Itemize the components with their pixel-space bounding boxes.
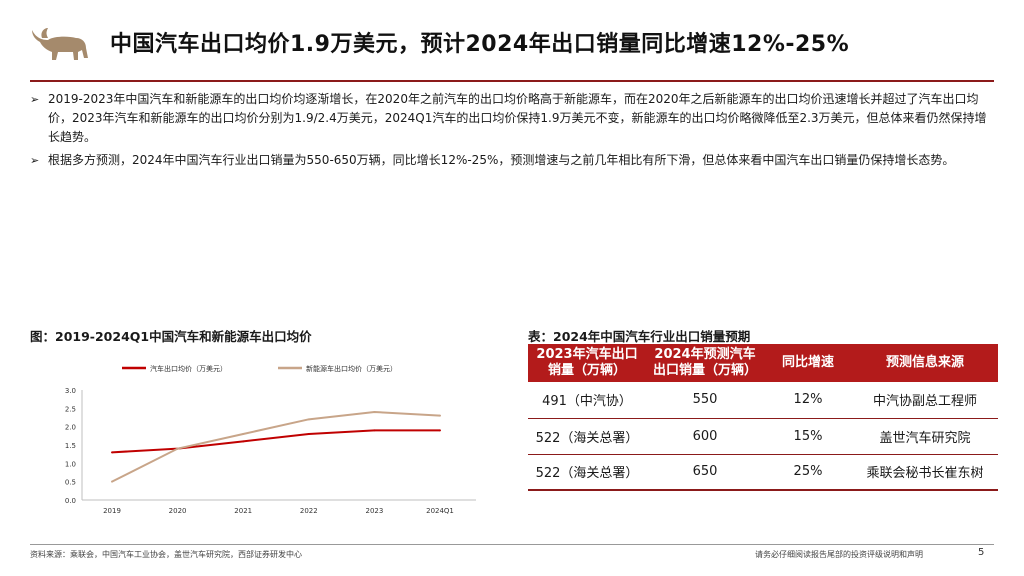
data-point	[242, 440, 245, 443]
table-header-cell: 2023年汽车出口销量（万辆）	[528, 344, 646, 382]
table-header-row: 2023年汽车出口销量（万辆） 2024年预测汽车出口销量（万辆） 同比增速 预…	[528, 344, 998, 382]
table-cell: 25%	[764, 454, 852, 491]
series-line	[111, 429, 440, 454]
table-cell: 522（海关总署）	[528, 454, 646, 491]
export-forecast-table: 2023年汽车出口销量（万辆） 2024年预测汽车出口销量（万辆） 同比增速 预…	[528, 344, 998, 491]
y-tick-label: 0.0	[65, 497, 76, 505]
footer-divider	[30, 544, 994, 545]
title-divider	[30, 80, 994, 82]
table-row: 491（中汽协） 550 12% 中汽协副总工程师	[528, 382, 998, 419]
data-point	[439, 414, 441, 417]
legend-label: 新能源车出口均价（万美元）	[306, 364, 397, 373]
table-caption: 表：2024年中国汽车行业出口销量预期	[528, 329, 751, 344]
page-number: 5	[978, 547, 985, 558]
data-point	[373, 411, 376, 413]
table-cell: 盖世汽车研究院	[852, 418, 998, 455]
page-title: 中国汽车出口均价1.9万美元，预计2024年出口销量同比增速12%-25%	[110, 32, 850, 57]
x-tick-label: 2020	[169, 507, 187, 515]
table-cell: 550	[646, 382, 764, 419]
legend-label: 汽车出口均价（万美元）	[150, 364, 227, 373]
bull-logo-icon	[32, 28, 88, 60]
data-point	[176, 447, 179, 450]
data-point	[242, 433, 245, 435]
data-point	[307, 418, 310, 421]
data-point	[373, 429, 376, 432]
series-line	[111, 410, 441, 483]
data-point	[307, 433, 310, 435]
y-tick-label: 1.0	[65, 460, 76, 468]
x-tick-label: 2021	[234, 507, 252, 515]
y-tick-label: 1.5	[65, 442, 76, 450]
bullet-text: 2019-2023年中国汽车和新能源车的出口均价均逐渐增长，在2020年之前汽车…	[48, 92, 987, 144]
table-cell: 650	[646, 454, 764, 491]
y-tick-label: 0.5	[65, 479, 76, 487]
table-cell: 乘联会秘书长崔东树	[852, 454, 998, 491]
bullet-text: 根据多方预测，2024年中国汽车行业出口销量为550-650万辆，同比增长12%…	[48, 153, 955, 167]
bullet-item: ➢ 2019-2023年中国汽车和新能源车的出口均价均逐渐增长，在2020年之前…	[30, 90, 998, 147]
bullet-arrow-icon: ➢	[30, 154, 40, 167]
table-cell: 522（海关总署）	[528, 418, 646, 455]
bullet-arrow-icon: ➢	[30, 93, 40, 106]
source-note: 资料来源：乘联会，中国汽车工业协会，盖世汽车研究院，西部证券研发中心	[30, 550, 302, 559]
table-cell: 15%	[764, 418, 852, 455]
data-point	[439, 429, 441, 432]
y-tick-label: 2.0	[65, 424, 76, 432]
table-header-cell: 预测信息来源	[852, 344, 998, 382]
table-row: 522（海关总署） 600 15% 盖世汽车研究院	[528, 418, 998, 455]
y-tick-label: 3.0	[65, 387, 76, 395]
x-tick-label: 2019	[103, 507, 121, 515]
table-cell: 中汽协副总工程师	[852, 382, 998, 419]
table-header-cell: 2024年预测汽车出口销量（万辆）	[646, 344, 764, 382]
x-tick-label: 2023	[365, 507, 383, 515]
table-cell: 491（中汽协）	[528, 382, 646, 419]
table-header-cell: 同比增速	[764, 344, 852, 382]
bullet-list: ➢ 2019-2023年中国汽车和新能源车的出口均价均逐渐增长，在2020年之前…	[30, 90, 998, 174]
figure-caption: 图：2019-2024Q1中国汽车和新能源车出口均价	[30, 329, 312, 344]
x-tick-label: 2024Q1	[426, 507, 454, 515]
disclaimer-note: 请务必仔细阅读报告尾部的投资评级说明和声明	[755, 550, 923, 559]
table-row: 522（海关总署） 650 25% 乘联会秘书长崔东树	[528, 454, 998, 491]
bullet-item: ➢ 根据多方预测，2024年中国汽车行业出口销量为550-650万辆，同比增长1…	[30, 151, 998, 170]
data-point	[111, 480, 113, 483]
table-cell: 12%	[764, 382, 852, 419]
x-tick-label: 2022	[300, 507, 318, 515]
table-cell: 600	[646, 418, 764, 455]
price-line-chart: 0.0 0.5 1.0 1.5 2.0 2.5 3.0 2019 2020 2021 2022 202…	[65, 364, 476, 515]
data-point	[111, 451, 113, 454]
y-tick-label: 2.5	[65, 405, 76, 413]
